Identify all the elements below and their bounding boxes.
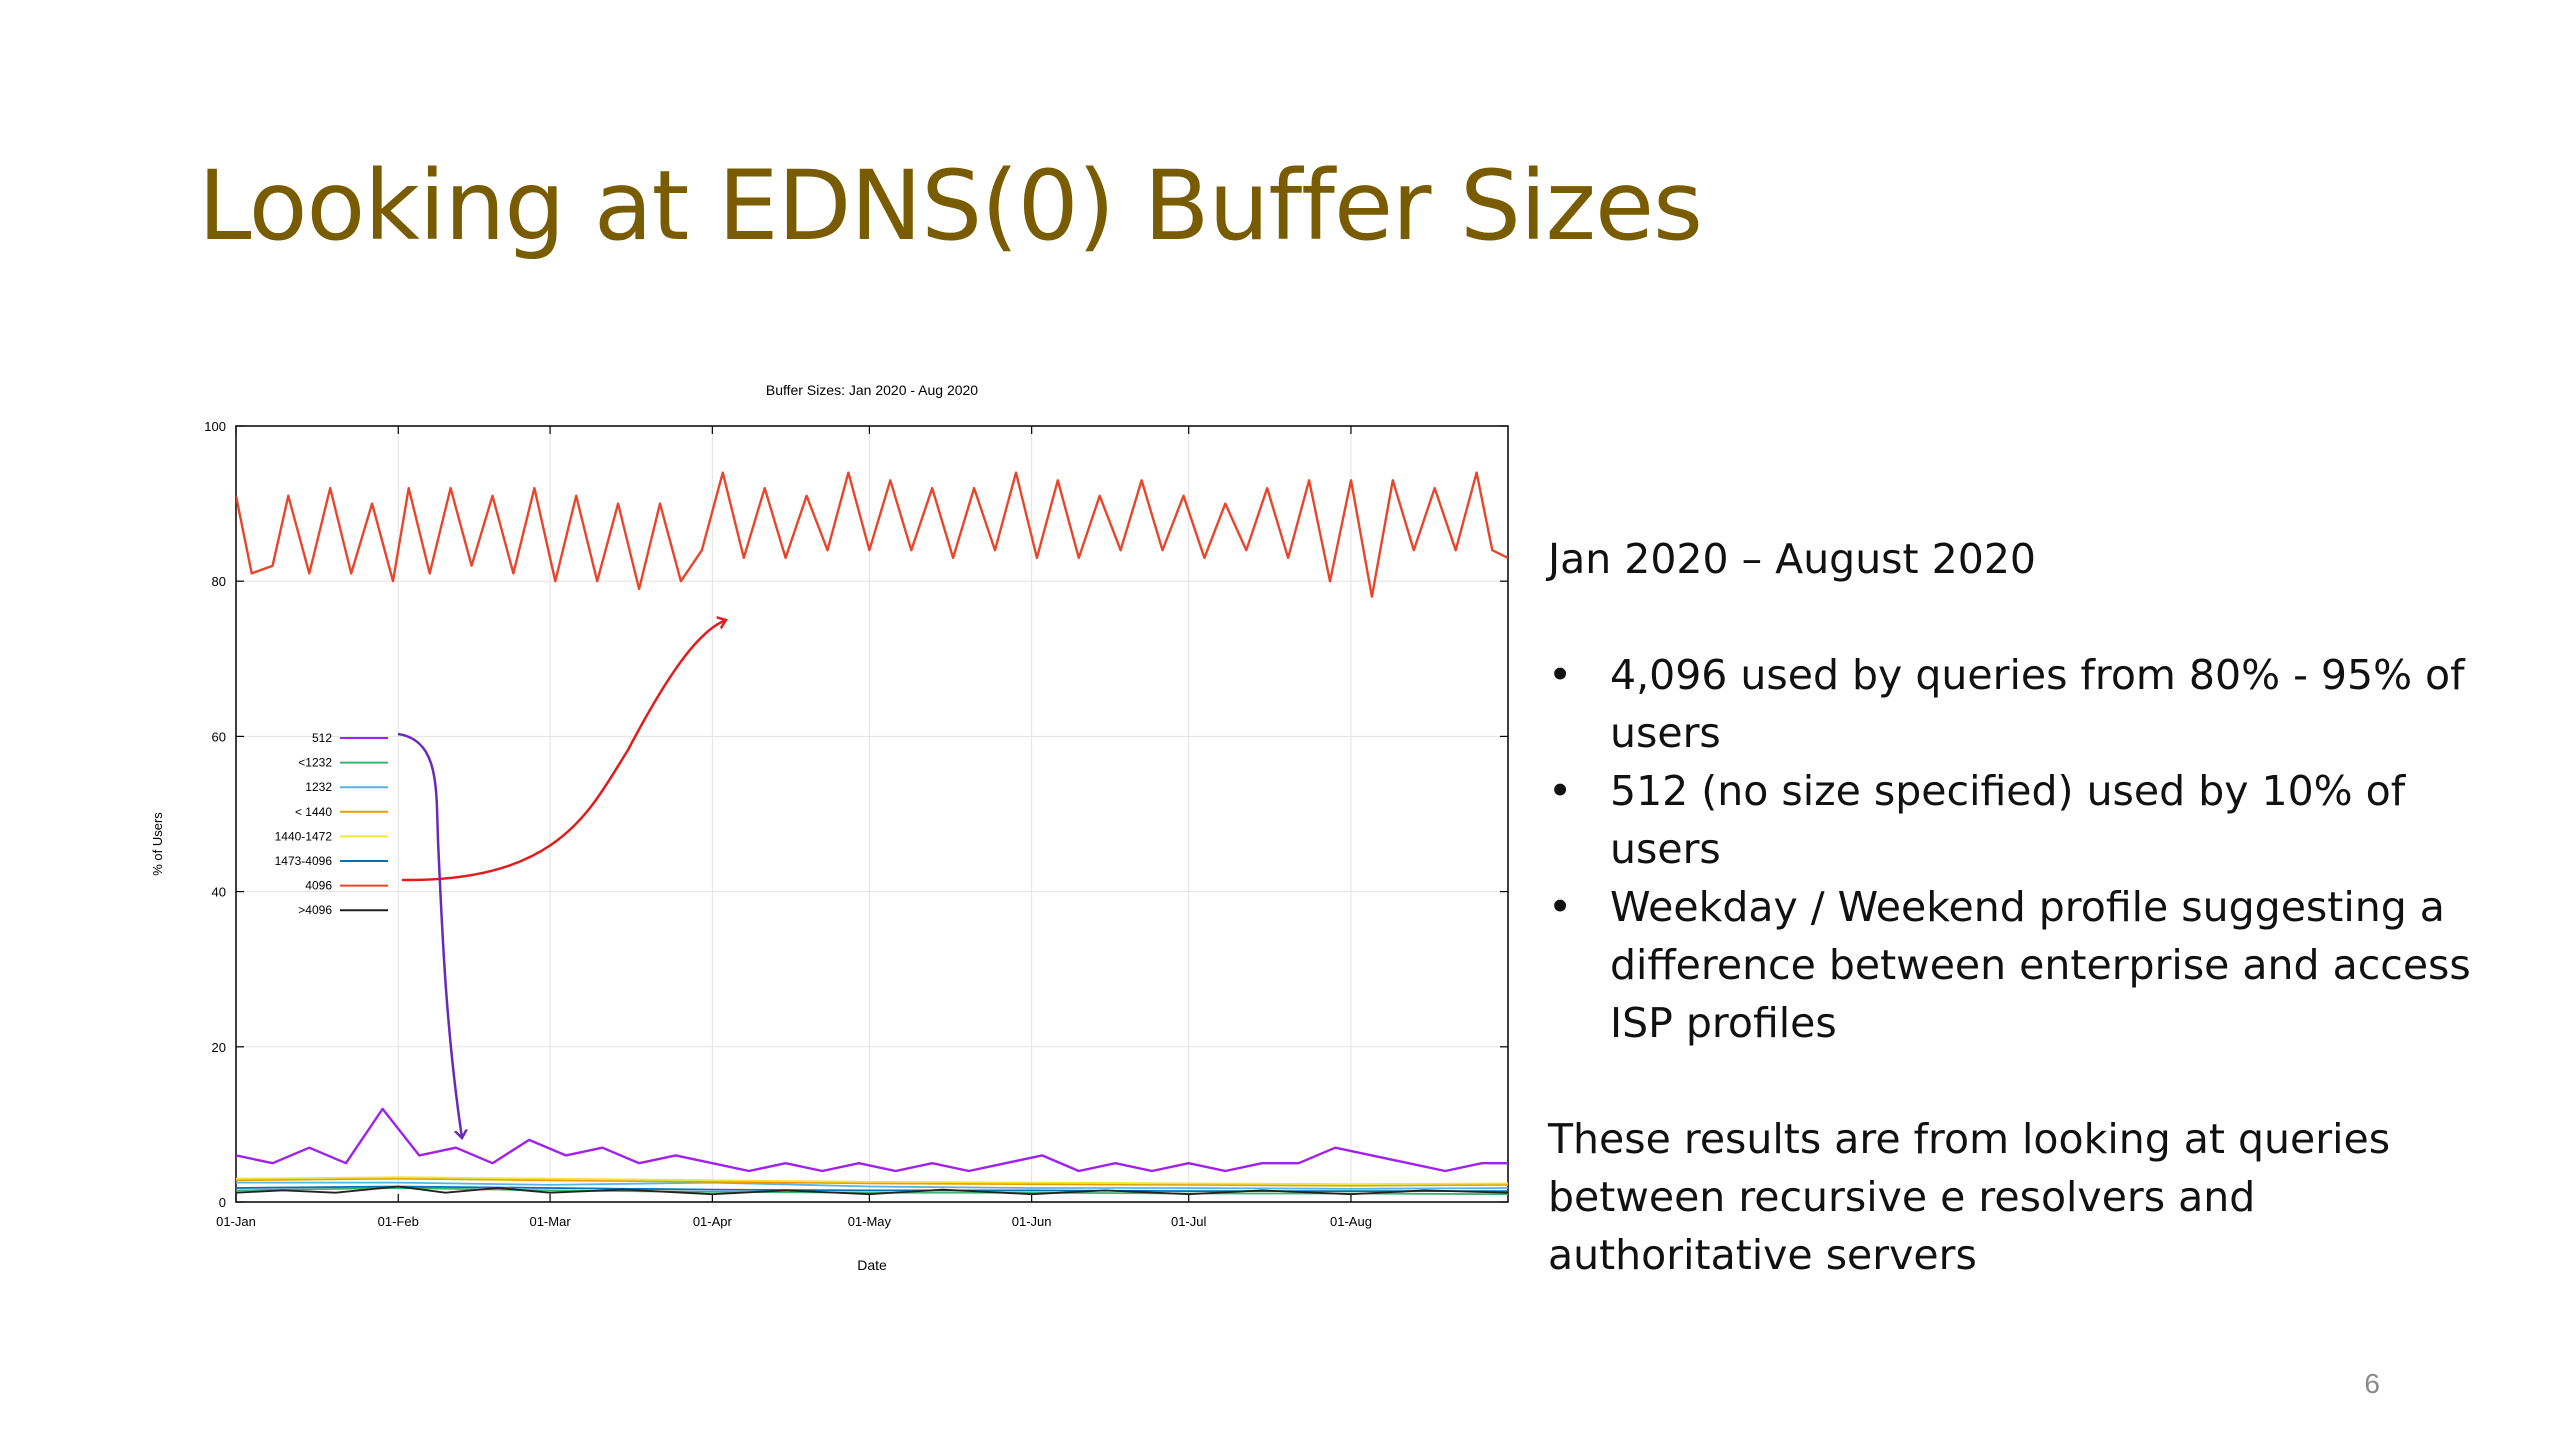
- x-tick-label: 01-Jul: [1171, 1214, 1207, 1229]
- legend-label: <1232: [298, 756, 332, 770]
- plot-frame: [235, 425, 1509, 1203]
- bullet-item: 512 (no size specified) used by 10% of u…: [1548, 762, 2528, 878]
- note-text: These results are from looking at querie…: [1548, 1115, 2391, 1279]
- x-tick-label: 01-May: [848, 1214, 892, 1229]
- y-tick-label: 60: [212, 729, 226, 744]
- series-line: [236, 1107, 1508, 1173]
- x-axis-label: Date: [857, 1257, 887, 1273]
- text-panel: Jan 2020 – August 2020 4,096 used by que…: [1548, 530, 2528, 1284]
- y-tick-label: 80: [212, 574, 226, 589]
- series-line: [236, 1177, 1508, 1187]
- legend: 512 <1232 1232 < 1440 1440-1472 1473-4096 4096…: [275, 731, 388, 917]
- series-line: [236, 1181, 1508, 1190]
- legend-label: 4096: [305, 879, 332, 893]
- legend-label: 1232: [305, 780, 332, 794]
- series-lines: [236, 471, 1508, 1196]
- legend-label: >4096: [298, 903, 332, 917]
- legend-label: < 1440: [295, 805, 332, 819]
- legend-label: 1473-4096: [275, 854, 333, 868]
- series-line: [236, 1176, 1508, 1186]
- bullet-item: 4,096 used by queries from 80% - 95% of …: [1548, 646, 2528, 762]
- legend-label: 512: [312, 731, 332, 745]
- annotation-arrow-red: [401, 620, 726, 882]
- y-tick-label: 100: [204, 419, 226, 434]
- x-tick-label: 01-Mar: [529, 1214, 571, 1229]
- series-line: [236, 1187, 1508, 1196]
- annotation-arrow-purple: [397, 732, 462, 1138]
- x-tick-label: 01-Jun: [1012, 1214, 1052, 1229]
- bullet-list: 4,096 used by queries from 80% - 95% of …: [1548, 646, 2528, 1052]
- y-tick-label: 40: [212, 885, 226, 900]
- buffer-sizes-chart: Buffer Sizes: Jan 2020 - Aug 2020 0 20 40 6…: [150, 382, 1509, 1273]
- x-tick-label: 01-Aug: [1330, 1214, 1372, 1229]
- x-axis-ticks: 01-Jan 01-Feb 01-Mar 01-Apr 01-May 01-Jun 01-J…: [216, 426, 1372, 1229]
- legend-label: 1440-1472: [275, 829, 333, 843]
- x-tick-label: 01-Jan: [216, 1214, 256, 1229]
- subtitle: Jan 2020 – August 2020: [1548, 535, 2036, 583]
- y-tick-label: 0: [219, 1195, 226, 1210]
- series-line: [236, 1185, 1508, 1196]
- y-axis-ticks: 0 20 40 60 80 100: [204, 419, 1508, 1210]
- x-tick-label: 01-Feb: [378, 1214, 419, 1229]
- y-tick-label: 20: [212, 1040, 226, 1055]
- y-axis-label: % of Users: [150, 812, 165, 876]
- bullet-item: Weekday / Weekend profile suggesting a d…: [1548, 878, 2528, 1052]
- series-line: [236, 471, 1508, 598]
- slide-title: Looking at EDNS(0) Buffer Sizes: [198, 150, 1703, 262]
- chart-title: Buffer Sizes: Jan 2020 - Aug 2020: [766, 382, 978, 398]
- x-tick-label: 01-Apr: [693, 1214, 733, 1229]
- page-number: 6: [2364, 1368, 2380, 1399]
